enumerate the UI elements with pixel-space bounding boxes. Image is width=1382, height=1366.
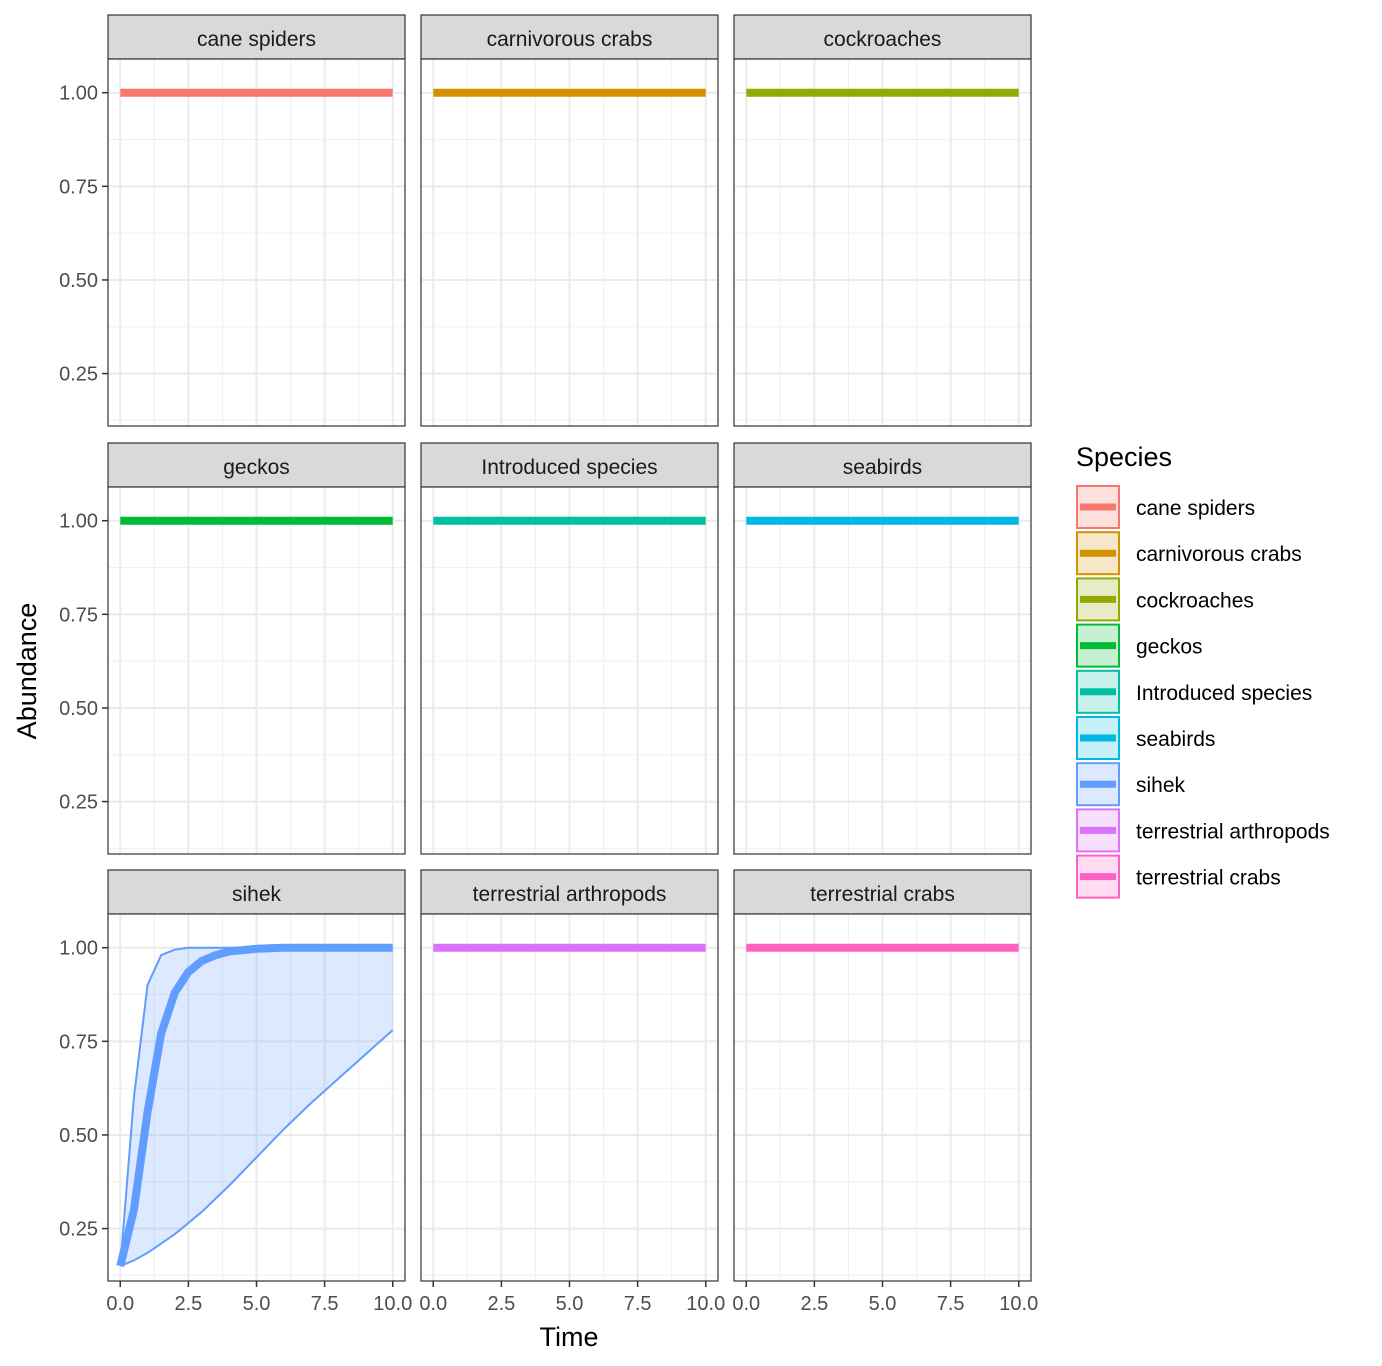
facet-panel-carnivorous-crabs: carnivorous crabs bbox=[420, 14, 719, 427]
facet-panel-cockroaches: cockroaches bbox=[733, 14, 1032, 427]
facet-strip-label: cane spiders bbox=[197, 28, 316, 51]
facet-strip-label: terrestrial crabs bbox=[810, 883, 955, 906]
legend-label: Introduced species bbox=[1136, 682, 1312, 705]
facet-panel-geckos: geckos bbox=[107, 442, 406, 855]
x-axis-label: Time bbox=[540, 1322, 599, 1352]
legend-label: sihek bbox=[1136, 774, 1186, 797]
facet-panel-terrestrial-arthropods: terrestrial arthropods bbox=[420, 869, 719, 1282]
x-tick-label: 7.5 bbox=[937, 1293, 965, 1315]
y-tick-label: 0.75 bbox=[59, 604, 98, 626]
facet-strip-label: geckos bbox=[223, 456, 290, 479]
facet-strip bbox=[733, 869, 1032, 915]
y-tick-label: 0.25 bbox=[59, 364, 98, 386]
facet-strip bbox=[733, 14, 1032, 60]
facet-strip-label: sihek bbox=[232, 883, 282, 906]
x-tick-label: 2.5 bbox=[174, 1293, 202, 1315]
legend-item-cockroaches: cockroaches bbox=[1076, 577, 1254, 622]
legend-label: terrestrial crabs bbox=[1136, 867, 1281, 890]
x-tick-label: 10.0 bbox=[686, 1293, 725, 1315]
legend-item-geckos: geckos bbox=[1076, 623, 1203, 668]
facet-strip bbox=[420, 869, 719, 915]
legend-item-introduced-species: Introduced species bbox=[1076, 669, 1312, 714]
y-axis-label: Abundance bbox=[12, 603, 42, 740]
facet-strip bbox=[733, 442, 1032, 488]
facet-strip bbox=[107, 14, 406, 60]
x-tick-label: 5.0 bbox=[556, 1293, 584, 1315]
facet-panel-sihek: sihek bbox=[107, 869, 406, 1282]
x-tick-label: 0.0 bbox=[732, 1293, 760, 1315]
legend-item-sihek: sihek bbox=[1076, 762, 1186, 807]
x-tick-label: 10.0 bbox=[999, 1293, 1038, 1315]
facet-panel-introduced-species: Introduced species bbox=[420, 442, 719, 855]
y-tick-label: 0.50 bbox=[59, 1125, 98, 1147]
facet-strip bbox=[420, 14, 719, 60]
legend-item-terrestrial-arthropods: terrestrial arthropods bbox=[1076, 808, 1330, 853]
x-tick-label: 0.0 bbox=[106, 1293, 134, 1315]
panel-border bbox=[733, 58, 1032, 427]
facet-panel-cane-spiders: cane spiders bbox=[107, 14, 406, 427]
legend-item-terrestrial-crabs: terrestrial crabs bbox=[1076, 854, 1281, 899]
x-axis: 0.0 2.5 5.0 7.5 10.0 0.0 2.5 5.0 7.5 10.0 0.0 2.5 5.… bbox=[106, 1281, 1038, 1315]
series-ribbon-sihek bbox=[120, 947, 393, 1266]
legend-item-cane-spiders: cane spiders bbox=[1076, 485, 1255, 529]
y-tick-label: 1.00 bbox=[59, 83, 98, 105]
series-lower-bound-sihek bbox=[119, 1029, 394, 1267]
y-tick-label: 0.25 bbox=[59, 1219, 98, 1241]
legend-item-carnivorous-crabs: carnivorous crabs bbox=[1076, 531, 1302, 576]
legend: Species cane spiders carnivorous crabs coc… bbox=[1076, 442, 1330, 899]
facet-strip-label: terrestrial arthropods bbox=[473, 883, 667, 906]
y-tick-label: 1.00 bbox=[59, 938, 98, 960]
legend-label: cane spiders bbox=[1136, 497, 1255, 520]
x-tick-label: 0.0 bbox=[419, 1293, 447, 1315]
y-tick-label: 0.25 bbox=[59, 792, 98, 814]
legend-label: terrestrial arthropods bbox=[1136, 820, 1330, 843]
facet-strip bbox=[107, 869, 406, 915]
panel-border bbox=[107, 486, 406, 855]
facet-panel-seabirds: seabirds bbox=[733, 442, 1032, 855]
x-tick-label: 2.5 bbox=[800, 1293, 828, 1315]
y-tick-label: 0.75 bbox=[59, 1031, 98, 1053]
facet-strip-label: seabirds bbox=[843, 456, 922, 479]
panel-border bbox=[420, 486, 719, 855]
legend-item-seabirds: seabirds bbox=[1076, 716, 1215, 760]
facet-panels: cane spiders carnivorous crabs cockroaches… bbox=[107, 14, 1032, 1282]
panel-border bbox=[733, 486, 1032, 855]
facet-strip-label: Introduced species bbox=[481, 456, 657, 479]
x-tick-label: 7.5 bbox=[311, 1293, 339, 1315]
legend-label: seabirds bbox=[1136, 728, 1215, 751]
y-tick-label: 0.50 bbox=[59, 698, 98, 720]
x-tick-label: 5.0 bbox=[243, 1293, 271, 1315]
facet-strip-label: carnivorous crabs bbox=[487, 28, 653, 51]
y-tick-label: 0.75 bbox=[59, 176, 98, 198]
legend-label: geckos bbox=[1136, 636, 1203, 659]
legend-label: carnivorous crabs bbox=[1136, 543, 1302, 566]
panel-border bbox=[107, 58, 406, 427]
panel-border bbox=[420, 58, 719, 427]
x-tick-label: 7.5 bbox=[624, 1293, 652, 1315]
facet-strip-label: cockroaches bbox=[824, 28, 942, 51]
series-line-sihek bbox=[116, 943, 393, 1267]
x-tick-label: 2.5 bbox=[487, 1293, 515, 1315]
facet-panel-terrestrial-crabs: terrestrial crabs bbox=[733, 869, 1032, 1282]
y-axis: 0.25 0.50 0.75 1.00 0.25 0.50 0.75 1.00 0.25 0.50… bbox=[59, 83, 108, 1241]
x-tick-label: 5.0 bbox=[869, 1293, 897, 1315]
legend-title: Species bbox=[1076, 442, 1172, 472]
x-tick-label: 10.0 bbox=[373, 1293, 412, 1315]
y-tick-label: 0.50 bbox=[59, 270, 98, 292]
legend-label: cockroaches bbox=[1136, 589, 1254, 612]
y-tick-label: 1.00 bbox=[59, 511, 98, 533]
